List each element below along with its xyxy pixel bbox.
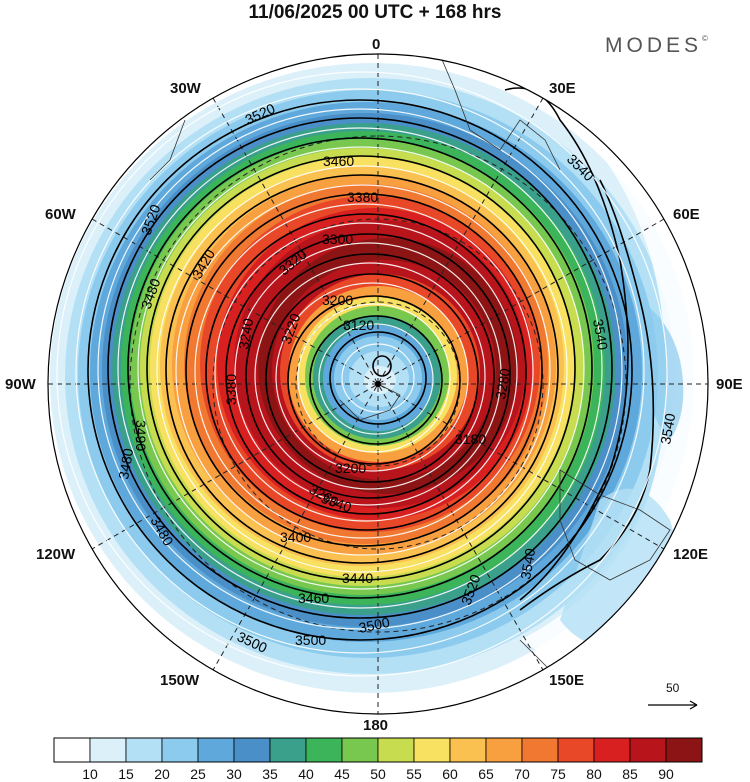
contour-label: 3380 xyxy=(223,374,239,405)
colorbar-tick-label: 55 xyxy=(406,766,422,782)
brand-name: MODES xyxy=(605,34,703,57)
colorbar-swatch xyxy=(665,737,703,763)
colorbar-swatch xyxy=(161,737,199,763)
contour-label-group: 3120 3180 3200 3200 3220 3240 3260 3280 … xyxy=(115,100,678,656)
colorbar xyxy=(53,737,703,763)
contour-label: 3480 xyxy=(115,447,136,481)
colorbar-tick-label: 75 xyxy=(550,766,566,782)
brand-mark: © xyxy=(702,34,708,43)
wind-streamlines xyxy=(56,71,668,677)
lon-label-30w: 30W xyxy=(170,80,201,97)
lon-label-150w: 150W xyxy=(160,672,200,689)
contour-label: 3200 xyxy=(335,460,366,476)
colorbar-swatch xyxy=(305,737,343,763)
colorbar-swatch xyxy=(197,737,235,763)
colorbar-tick-label: 20 xyxy=(154,766,170,782)
colorbar-swatch xyxy=(521,737,559,763)
brand-logo: MODES© xyxy=(605,34,708,58)
contour-label: 3120 xyxy=(343,317,374,333)
lon-label-90w: 90W xyxy=(5,376,36,393)
lon-label-0: 0 xyxy=(372,36,381,53)
colorbar-tick-label: 40 xyxy=(298,766,314,782)
colorbar-swatch xyxy=(413,737,451,763)
colorbar-tick-label: 80 xyxy=(586,766,602,782)
lon-label-60w: 60W xyxy=(45,206,76,223)
contour-label: 3240 xyxy=(235,317,256,351)
colorbar-swatch xyxy=(485,737,523,763)
colorbar-tick-label: 60 xyxy=(442,766,458,782)
colorbar-tick-label: 25 xyxy=(190,766,206,782)
south-pole-marker xyxy=(375,381,381,387)
contour-label: 3540 xyxy=(590,318,611,352)
contour-label: 3180 xyxy=(455,431,486,447)
contour-label: 3460 xyxy=(298,590,329,606)
colorbar-tick-label: 45 xyxy=(334,766,350,782)
colorbar-tick-label: 15 xyxy=(118,766,134,782)
colorbar-swatch xyxy=(269,737,307,763)
graticule xyxy=(48,54,708,714)
lon-label-150e: 150E xyxy=(549,672,585,689)
colorbar-swatch xyxy=(341,737,379,763)
lon-label-60e: 60E xyxy=(673,206,700,223)
lon-label-90e: 90E xyxy=(716,376,743,393)
contour-label: 3500 xyxy=(357,614,391,636)
map-boundary xyxy=(47,53,709,715)
colorbar-swatch xyxy=(629,737,667,763)
lon-label-180: 180 xyxy=(363,717,389,734)
colorbar-swatch xyxy=(449,737,487,763)
contour-label: 3490 xyxy=(133,420,149,451)
colorbar-swatch xyxy=(377,737,415,763)
contour-label: 3500 xyxy=(295,632,326,648)
contour-label: 3200 xyxy=(322,292,353,308)
contour-label: 3540 xyxy=(517,547,538,581)
colorbar-tick-label: 65 xyxy=(478,766,494,782)
colorbar-tick-label: 90 xyxy=(658,766,674,782)
lon-label-30e: 30E xyxy=(549,80,576,97)
colorbar-swatch xyxy=(593,737,631,763)
colorbar-swatch xyxy=(125,737,163,763)
contour-label: 3280 xyxy=(492,367,513,401)
colorbar-tick-label: 85 xyxy=(622,766,638,782)
colorbar-tick-label: 30 xyxy=(226,766,242,782)
colorbar-swatch xyxy=(557,737,595,763)
colorbar-tick-label: 10 xyxy=(82,766,98,782)
colorbar-tick-label: 35 xyxy=(262,766,278,782)
lon-label-120e: 120E xyxy=(673,546,709,563)
colorbar-tick-label: 50 xyxy=(370,766,386,782)
lon-label-120w: 120W xyxy=(36,546,76,563)
colorbar-tick-label: 70 xyxy=(514,766,530,782)
contour-label: 3460 xyxy=(323,153,354,169)
reference-vector xyxy=(648,700,698,710)
contour-label: 3540 xyxy=(657,412,678,446)
contour-label: 3400 xyxy=(280,529,311,545)
reference-vector-label: 50 xyxy=(666,681,680,695)
map-title: 11/06/2025 00 UTC + 168 hrs xyxy=(248,2,502,23)
contour-label: 3380 xyxy=(347,189,378,205)
contour-label: 3300 xyxy=(322,231,353,247)
contour-label: 3440 xyxy=(342,570,373,586)
height-contours xyxy=(87,87,655,641)
colorbar-swatch xyxy=(233,737,271,763)
colorbar-swatch xyxy=(89,737,127,763)
colorbar-swatch xyxy=(53,737,91,763)
